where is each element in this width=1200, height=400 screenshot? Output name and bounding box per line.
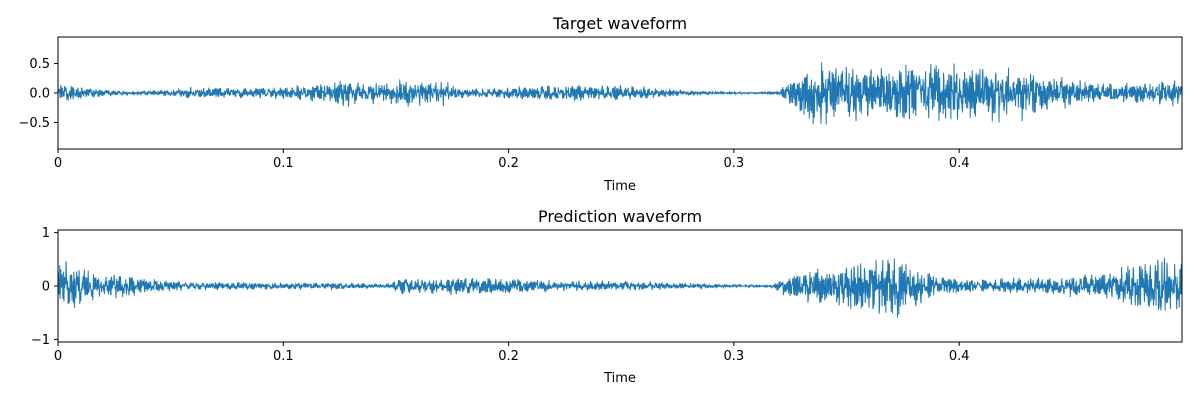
target-waveform-title: Target waveform <box>552 14 687 33</box>
prediction-waveform-line <box>57 257 1183 318</box>
prediction-x-tick-label: 0.3 <box>724 349 745 364</box>
target-x-tick-label: 0 <box>54 156 62 171</box>
prediction-y-tick-label: −1 <box>31 333 50 348</box>
prediction-x-tick-label: 0.1 <box>273 349 294 364</box>
prediction-x-tick-label: 0.2 <box>498 349 519 364</box>
prediction-waveform-plot <box>57 257 1183 318</box>
target-y-tick-label: −0.5 <box>18 116 50 131</box>
prediction-x-tick-label: 0.4 <box>949 349 970 364</box>
target-y-ticks: 0.5 0.0 −0.5 <box>18 57 58 131</box>
target-y-tick-label: 0.0 <box>29 87 50 102</box>
target-waveform-line <box>57 62 1183 125</box>
target-waveform-plot <box>57 62 1183 125</box>
prediction-y-ticks: 1 0 −1 <box>31 226 58 348</box>
target-x-tick-label: 0.1 <box>273 156 294 171</box>
target-x-axis-label: Time <box>603 179 636 194</box>
target-waveform-panel: Target waveform 0 0.1 0.2 0.3 0.4 0.5 0.0 −0.5… <box>18 14 1183 194</box>
prediction-y-tick-label: 1 <box>42 226 50 241</box>
prediction-x-ticks: 0 0.1 0.2 0.3 0.4 <box>54 342 970 364</box>
prediction-x-axis-label: Time <box>603 371 636 386</box>
prediction-x-tick-label: 0 <box>54 349 62 364</box>
target-x-tick-label: 0.2 <box>498 156 519 171</box>
target-x-ticks: 0 0.1 0.2 0.3 0.4 <box>54 149 970 171</box>
target-x-tick-label: 0.4 <box>949 156 970 171</box>
prediction-y-tick-label: 0 <box>42 280 50 295</box>
target-x-tick-label: 0.3 <box>724 156 745 171</box>
prediction-waveform-title: Prediction waveform <box>538 207 702 226</box>
target-y-tick-label: 0.5 <box>29 57 50 72</box>
prediction-waveform-panel: Prediction waveform 0 0.1 0.2 0.3 0.4 1 0 −1 T… <box>31 207 1183 386</box>
